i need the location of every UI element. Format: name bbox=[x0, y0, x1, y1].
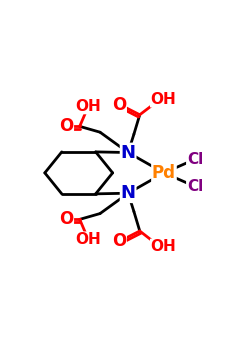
Text: Cl: Cl bbox=[187, 179, 203, 194]
Text: Cl: Cl bbox=[187, 152, 203, 167]
Text: O: O bbox=[112, 96, 126, 114]
Text: Pd: Pd bbox=[152, 164, 176, 182]
Text: OH: OH bbox=[76, 99, 101, 113]
Text: OH: OH bbox=[151, 239, 176, 254]
Text: N: N bbox=[120, 184, 136, 202]
Text: O: O bbox=[112, 232, 126, 250]
Text: N: N bbox=[120, 144, 136, 162]
Text: OH: OH bbox=[76, 232, 101, 247]
Text: O: O bbox=[59, 210, 73, 229]
Text: OH: OH bbox=[151, 92, 176, 107]
Text: O: O bbox=[59, 117, 73, 135]
